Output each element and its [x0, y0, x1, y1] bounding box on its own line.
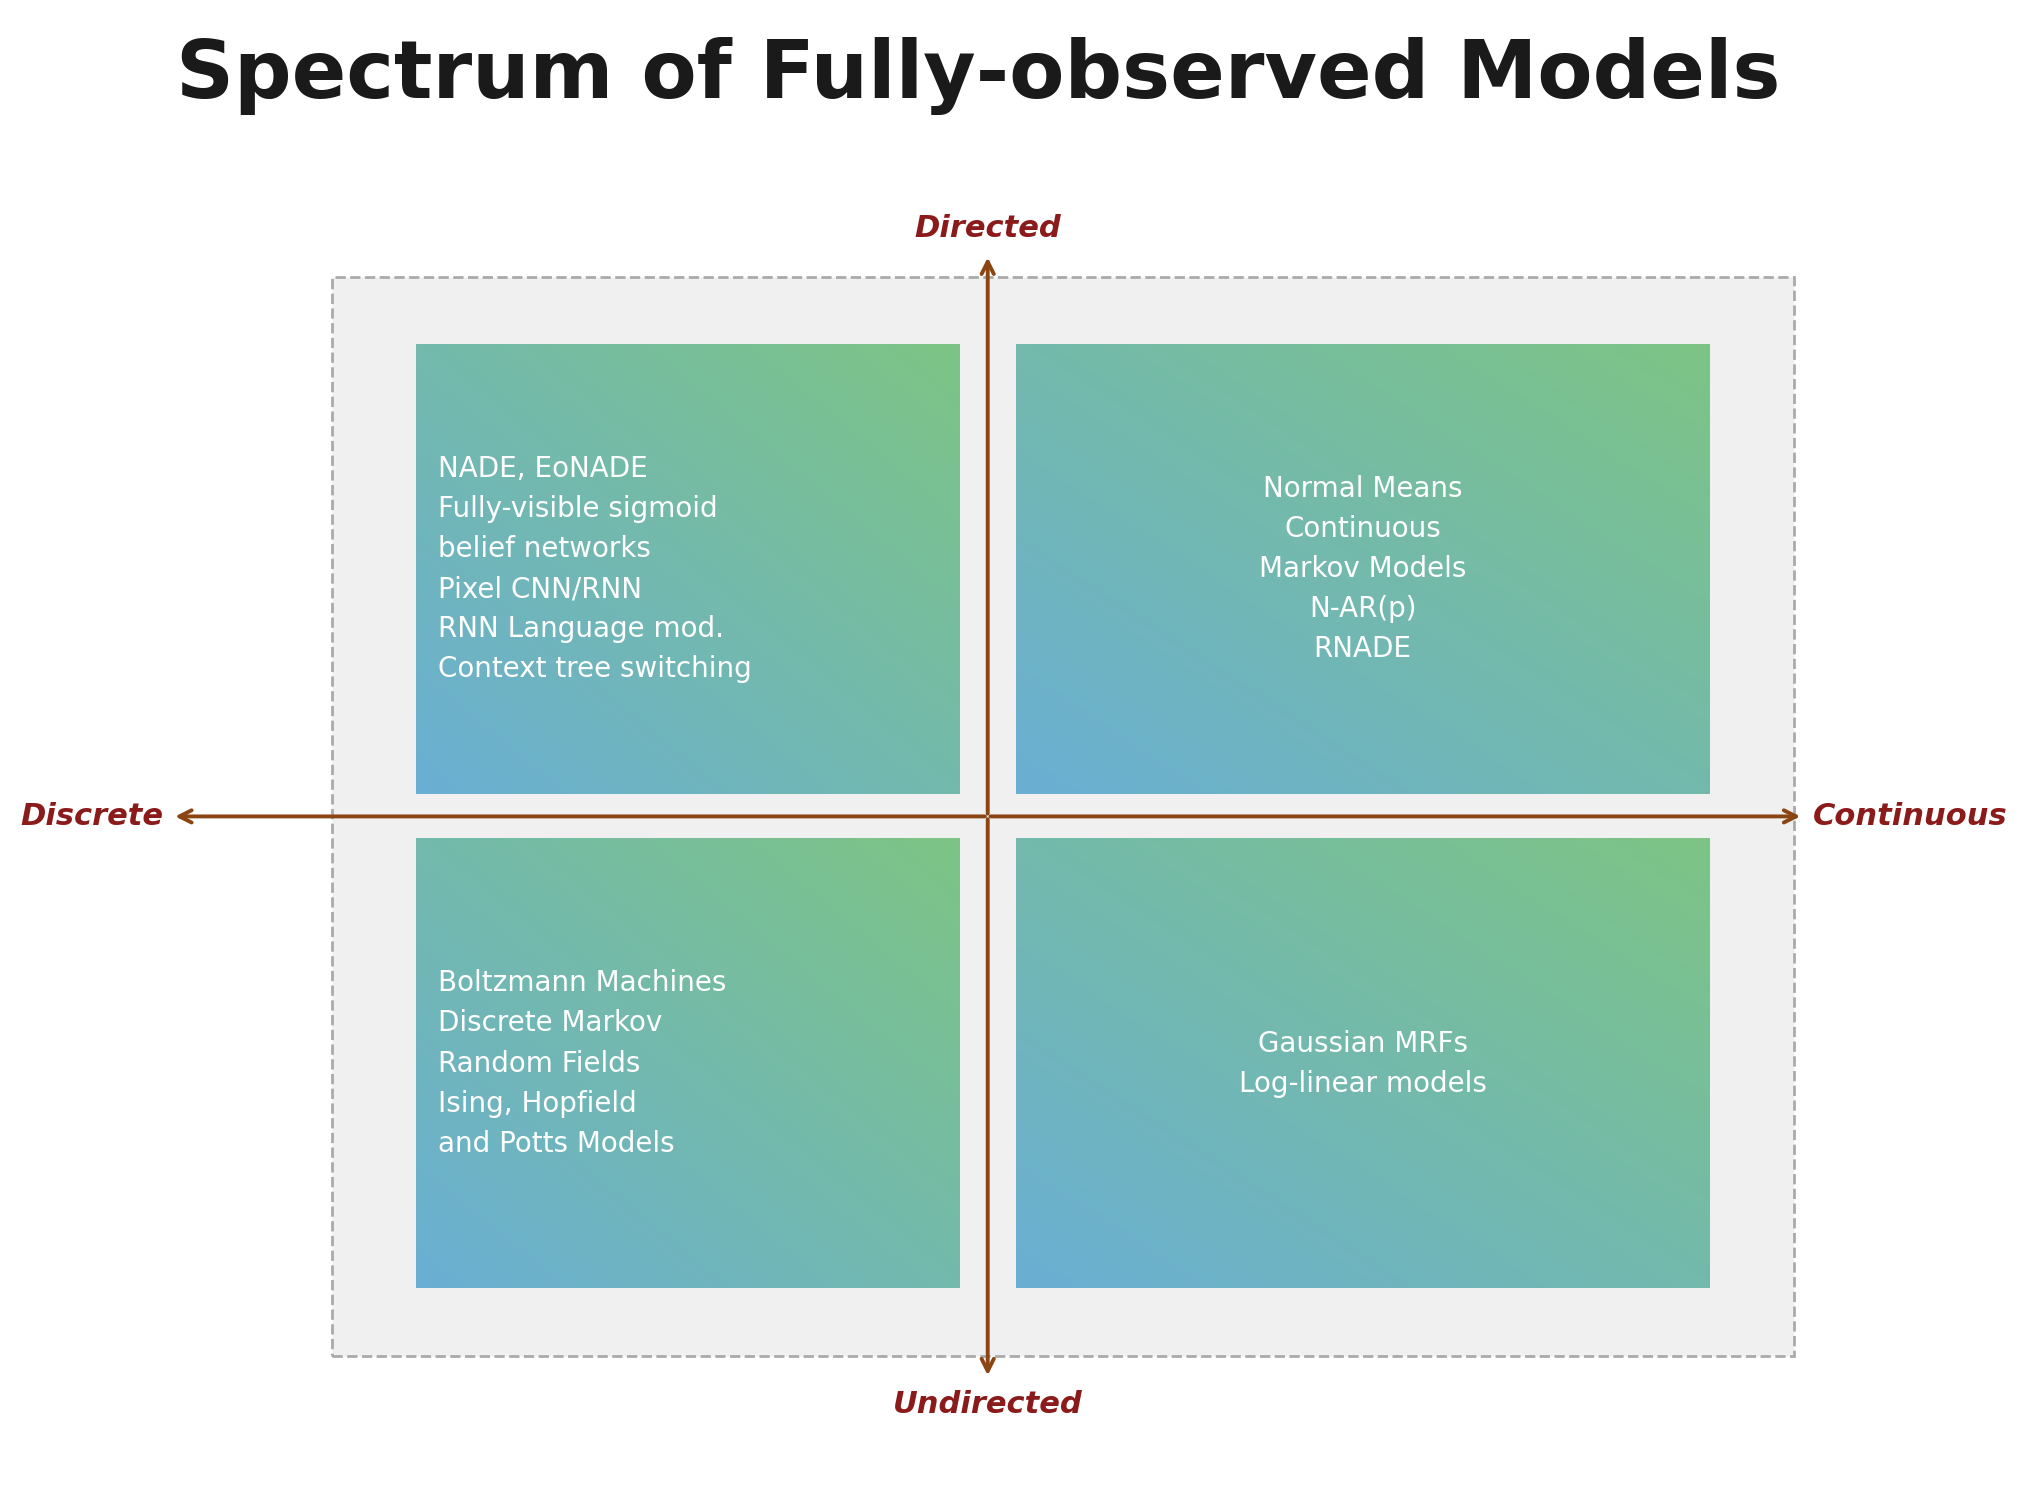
- Text: Spectrum of Fully-observed Models: Spectrum of Fully-observed Models: [176, 37, 1780, 115]
- Text: Normal Means
Continuous
Markov Models
N-AR(p)
RNADE: Normal Means Continuous Markov Models N-…: [1258, 475, 1465, 664]
- Text: Boltzmann Machines
Discrete Markov
Random Fields
Ising, Hopfield
and Potts Model: Boltzmann Machines Discrete Markov Rando…: [439, 969, 726, 1158]
- Text: Directed: Directed: [914, 214, 1060, 243]
- Text: Gaussian MRFs
Log-linear models: Gaussian MRFs Log-linear models: [1238, 1029, 1485, 1098]
- Text: Discrete: Discrete: [20, 801, 162, 831]
- Text: NADE, EoNADE
Fully-visible sigmoid
belief networks
Pixel CNN/RNN
RNN Language mo: NADE, EoNADE Fully-visible sigmoid belie…: [439, 455, 753, 683]
- Bar: [332, 277, 1792, 1356]
- Text: Undirected: Undirected: [892, 1390, 1082, 1419]
- Text: Continuous: Continuous: [1813, 801, 2007, 831]
